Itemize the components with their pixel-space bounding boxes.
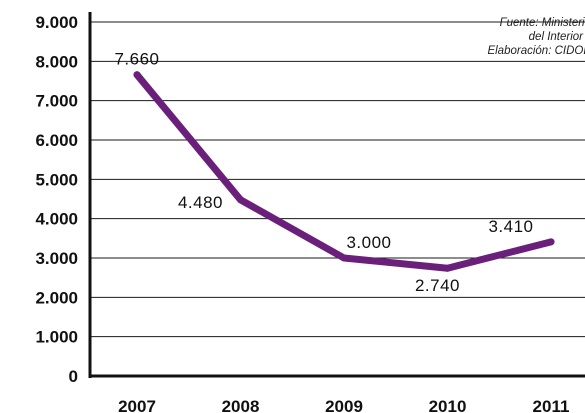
y-tick-label: 6.000	[35, 131, 78, 150]
data-label: 3.410	[488, 217, 533, 236]
data-label: 4.480	[178, 193, 223, 212]
source-line-1: Fuente: Ministerio	[499, 17, 585, 29]
axes	[88, 12, 585, 378]
x-axis-tick-labels: 2007 2008 2009 2010 2011	[118, 397, 569, 413]
y-tick-label: 8.000	[35, 52, 78, 71]
gridlines	[90, 21, 585, 338]
y-tick-label: 0	[69, 367, 78, 386]
y-tick-label: 4.000	[35, 210, 78, 229]
y-tick-label: 3.000	[35, 249, 78, 268]
source-line-3: Elaboración: CIDOB	[487, 45, 585, 57]
x-tick-label: 2011	[533, 397, 570, 413]
y-tick-label: 7.000	[35, 92, 78, 111]
data-point	[444, 264, 451, 272]
x-tick-label: 2007	[118, 397, 156, 413]
x-tick-label: 2008	[222, 397, 260, 413]
data-point	[340, 254, 348, 262]
x-tick-label: 2010	[429, 397, 467, 413]
data-label: 7.660	[114, 50, 159, 69]
y-tick-label: 1.000	[35, 328, 78, 347]
source-line-2: del Interior	[528, 31, 583, 43]
data-point	[237, 196, 244, 204]
series-line-group	[133, 71, 555, 272]
data-point	[547, 238, 555, 246]
x-tick-label: 2009	[325, 397, 363, 413]
series-line	[133, 71, 555, 272]
y-tick-label: 5.000	[35, 170, 78, 189]
data-label: 3.000	[346, 233, 391, 252]
y-tick-label: 2.000	[35, 288, 78, 307]
data-label: 2.740	[415, 276, 460, 295]
y-axis-tick-labels: 0 1.000 2.000 3.000 4.000 5.000 6.000 7.000 8.00…	[35, 13, 78, 386]
y-tick-label: 9.000	[35, 13, 78, 32]
data-labels: 7.660 4.480 3.000 2.740 3.410	[114, 50, 533, 296]
source-note: Fuente: Ministerio del Interior Elaborac…	[487, 16, 585, 58]
data-point	[133, 71, 141, 79]
